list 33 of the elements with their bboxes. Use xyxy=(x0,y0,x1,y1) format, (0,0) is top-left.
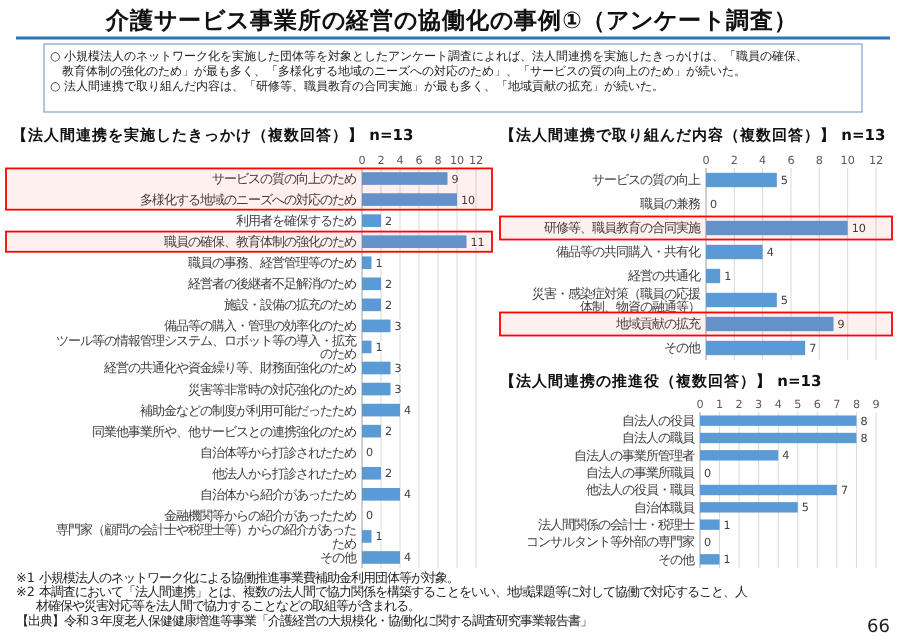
bar xyxy=(706,172,777,188)
bar xyxy=(700,554,720,565)
bar xyxy=(362,214,381,227)
bar xyxy=(362,403,400,417)
bar xyxy=(706,220,848,236)
bar xyxy=(362,340,372,354)
bar xyxy=(700,450,779,461)
bar xyxy=(706,268,721,284)
bar xyxy=(362,551,400,564)
bar xyxy=(362,256,372,270)
bar xyxy=(700,519,720,530)
bar xyxy=(362,172,448,185)
bar xyxy=(706,340,806,356)
bar xyxy=(362,235,467,248)
bar xyxy=(362,298,381,312)
bar xyxy=(362,488,400,501)
bar xyxy=(706,244,763,260)
bar xyxy=(700,502,798,513)
bar xyxy=(362,319,391,333)
bar xyxy=(700,484,837,496)
text: 介護サービス事業所の経営の協働化の事例①（アンケート調査） xyxy=(104,6,798,34)
bar xyxy=(362,530,372,543)
bar xyxy=(362,382,391,396)
bar xyxy=(362,466,381,480)
bar xyxy=(362,193,457,206)
bar xyxy=(700,432,857,444)
bar xyxy=(362,361,391,375)
bar xyxy=(700,415,857,426)
bar xyxy=(706,292,777,308)
bar xyxy=(362,277,381,291)
bar xyxy=(706,316,834,332)
text: 66 xyxy=(867,618,891,638)
bar xyxy=(362,424,381,438)
